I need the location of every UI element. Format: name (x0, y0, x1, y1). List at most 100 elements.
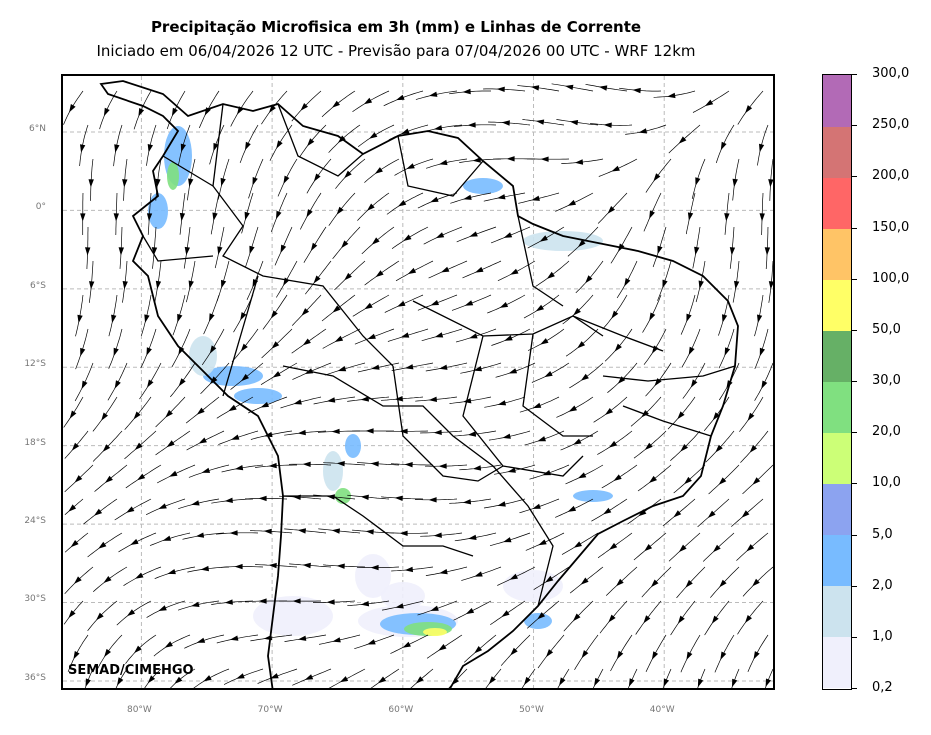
streamline-arrow (764, 247, 771, 256)
streamline-arrow (332, 305, 341, 313)
colorbar-tick (852, 278, 857, 280)
streamline-arrow (603, 122, 612, 128)
streamline-arrow (177, 313, 183, 323)
streamline-arrow (155, 178, 161, 188)
streamline-arrow (331, 428, 340, 434)
streamline-arrow (464, 300, 474, 306)
map-panel (61, 74, 775, 690)
streamline-arrow (765, 678, 771, 687)
streamline (697, 668, 706, 688)
streamline-arrow (678, 544, 687, 553)
streamline-arrow (428, 497, 437, 503)
streamline-arrow (80, 347, 86, 357)
precipitation-field (148, 126, 613, 637)
colorbar-segment (823, 177, 851, 229)
streamline-arrow (339, 676, 349, 683)
precip-patch (523, 231, 603, 251)
streamline-arrow (366, 203, 375, 211)
streamline-arrow (415, 676, 424, 684)
lat-label: 0° (35, 202, 46, 213)
streamline-arrow (244, 211, 250, 221)
streamline-arrow (302, 461, 311, 467)
streamline-arrow (568, 405, 577, 412)
streamline-arrow (613, 474, 622, 481)
streamline-arrow (752, 578, 760, 587)
colorbar-label: 300,0 (872, 66, 910, 81)
streamline-arrow (535, 119, 545, 125)
streamline-arrow (638, 509, 647, 517)
streamline-arrow (712, 544, 721, 553)
streamline-arrow (643, 615, 651, 624)
streamline-arrow (501, 120, 510, 126)
streamline-arrow (504, 335, 513, 341)
streamline-arrow (474, 646, 483, 654)
streamline-arrow (704, 99, 714, 107)
streamline-arrow (276, 140, 283, 149)
streamline-arrow (297, 528, 306, 534)
streamline-arrow (540, 338, 549, 345)
streamline-arrow (151, 247, 158, 256)
streamline-arrow (122, 281, 128, 290)
streamline-arrow (497, 400, 507, 406)
streamline-arrow (677, 615, 685, 624)
streamline-arrow (506, 156, 515, 162)
streamline-arrow (451, 677, 459, 686)
streamline-arrow (103, 576, 112, 583)
border-line (392, 365, 504, 482)
streamline-arrow (539, 235, 548, 242)
streamline-arrow (165, 409, 173, 418)
streamline-arrow (263, 528, 272, 535)
colorbar-tick (852, 534, 857, 536)
streamline-arrow (307, 138, 315, 147)
streamline-arrow (130, 538, 139, 545)
streamline-arrow (126, 506, 135, 513)
colorbar-tick (852, 125, 857, 127)
streamline-arrow (653, 173, 661, 182)
streamline-arrow (753, 651, 760, 660)
streamline-arrow (488, 676, 496, 685)
streamline-arrow (686, 651, 693, 660)
streamline-arrow (650, 579, 659, 588)
colorbar-label: 200,0 (872, 168, 910, 184)
streamlines (63, 83, 773, 688)
streamline-arrow (203, 675, 212, 682)
streamline-arrow (344, 170, 352, 179)
colorbar-segment (823, 432, 851, 485)
lon-label: 80°W (126, 705, 152, 715)
streamline-arrow (212, 212, 218, 221)
streamline-arrow (573, 307, 581, 316)
colorbar-tick (852, 585, 857, 587)
streamline-arrow (195, 532, 205, 538)
streamline-arrow (715, 444, 723, 453)
colorbar-tick (852, 227, 857, 229)
streamline-arrow (611, 310, 619, 319)
streamline-arrow (474, 571, 483, 577)
streamline-arrow (641, 410, 649, 418)
streamline-arrow (169, 470, 178, 477)
colorbar-segment (823, 483, 851, 536)
precip-patch (573, 490, 613, 502)
streamline-arrow (336, 206, 344, 215)
streamline-arrow (178, 378, 186, 387)
border-line (283, 495, 474, 557)
streamline-arrow (430, 196, 439, 203)
streamline-arrow (341, 240, 349, 249)
colorbar-segment (823, 126, 851, 178)
streamline-arrow (405, 364, 414, 370)
streamline-arrow (467, 122, 476, 128)
streamline-arrow (698, 280, 704, 289)
streamline-arrow (224, 599, 233, 605)
streamline-arrow (746, 544, 755, 552)
streamline-arrow (680, 444, 688, 452)
streamline-arrow (741, 510, 750, 518)
streamline-arrow (134, 442, 143, 450)
streamline-arrow (503, 537, 512, 543)
streamline-arrow (697, 678, 704, 688)
streamline-arrow (271, 341, 280, 349)
colorbar-label: 30,0 (872, 373, 901, 388)
streamline-arrow (304, 368, 314, 374)
streamline-arrow (258, 598, 267, 604)
streamline-arrow (401, 128, 410, 134)
streamline-arrow (747, 412, 755, 421)
colorbar-label: 0,2 (872, 680, 893, 695)
